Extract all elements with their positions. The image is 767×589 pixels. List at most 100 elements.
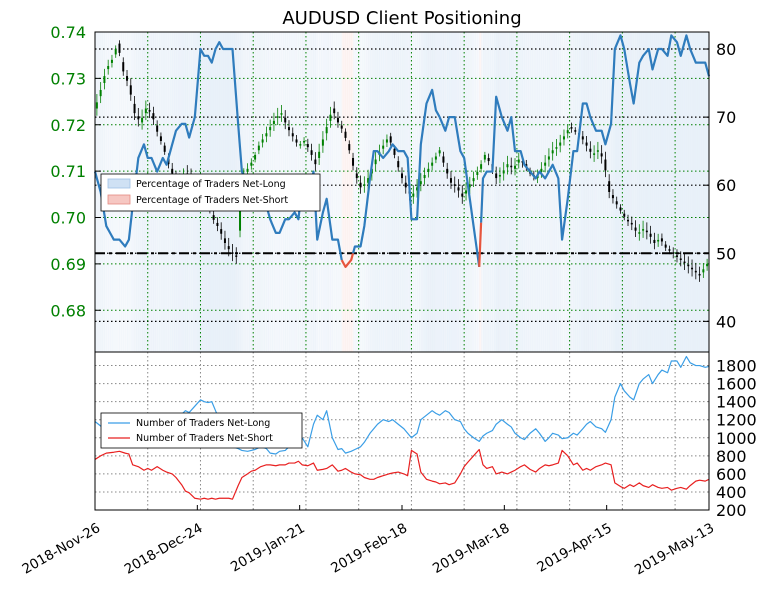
candle-body [122,62,125,72]
shading-bar [411,32,414,352]
shading-bar [402,32,405,352]
shading-bar [458,32,461,352]
shading-bar [516,32,520,352]
candle-body [672,252,675,254]
candle-body [664,244,667,248]
shading-bar [420,32,424,352]
chart-title: AUDUSD Client Positioning [282,8,521,29]
shading-bar [560,32,563,352]
legend-long-swatch [107,178,131,189]
shading-bar [324,32,328,352]
shading-bar [526,32,529,352]
left-tick-label: 0.74 [50,23,86,42]
shading-bar [505,32,508,352]
shading-bar [656,32,659,352]
candle-body [352,157,355,166]
shading-bar [434,32,437,352]
shading-bar [629,32,633,352]
candle-body [627,219,630,222]
candle-body [453,184,456,186]
candle-body [476,171,479,175]
shading-bar [403,32,407,352]
shading-bar [473,32,476,352]
candle-body [691,267,694,270]
candle-body [623,213,626,217]
shading-bar [373,32,377,352]
shading-bar [351,32,354,352]
shading-bar [430,32,433,352]
candle-body [502,170,505,174]
left-tick-label: 0.68 [50,301,86,320]
shading-bar [563,32,567,352]
candle-body [593,153,596,155]
shading-bar [479,32,482,352]
shading-bar [394,32,397,352]
candle-body [336,117,339,123]
count-tick-label: 1000 [716,429,757,448]
percent-line-short-segment [340,252,355,268]
shading-bar [449,32,452,352]
shading-bar [528,32,531,352]
shading-bar [477,32,480,352]
candle-body [480,164,483,169]
shading-bar [692,32,695,352]
candle-body [246,168,249,172]
candle-body [634,227,637,231]
shading-bar [511,32,514,352]
shading-bar [624,32,627,352]
shading-bar [579,32,582,352]
candle-body [596,150,599,152]
shading-bar [535,32,539,352]
candle-body [468,184,471,188]
shading-bar [428,32,431,352]
candle-body [449,178,452,183]
candle-body [555,147,558,149]
shading-bar [415,32,418,352]
shading-bar [482,32,486,352]
shading-bar [336,32,339,352]
legend-long-label: Percentage of Traders Net-Long [136,179,286,190]
candle-body [280,113,283,115]
shading-bar [595,32,599,352]
candle-body [619,207,622,211]
shading-bar [660,32,663,352]
candle-body [287,127,290,131]
shading-bar [392,32,395,352]
shading-bar [584,32,588,352]
shading-bar [381,32,384,352]
candle-body [544,162,547,166]
shading-bar [539,32,542,352]
right-tick-label: 80 [716,40,736,59]
shading-bar [432,32,435,352]
shading-bar [639,32,642,352]
candle-body [261,139,264,143]
candle-body [589,148,592,152]
candle-body [223,238,226,244]
shading-bar [701,32,704,352]
shading-bar [611,32,614,352]
left-tick-label: 0.70 [50,209,86,228]
percent-line-long-segment [351,88,481,268]
shading-bar [454,32,458,352]
count-tick-label: 800 [716,447,747,466]
shading-bar [385,32,388,352]
shading-bar [601,32,605,352]
candle-body [254,154,257,160]
shading-bar [684,32,687,352]
candle-body [272,120,275,124]
candle-body [340,125,343,129]
candle-body [412,193,415,197]
shading-bar [554,32,557,352]
candle-body [642,229,645,231]
right-tick-label: 50 [716,244,736,263]
candle-body [156,125,159,132]
candle-body [318,151,321,158]
candle-body [687,264,690,267]
candle-body [118,43,121,53]
count-tick-label: 1200 [716,411,757,430]
shading-bar [326,32,330,352]
shading-bar [650,32,653,352]
shading-bar [422,32,426,352]
candle-body [355,173,358,179]
